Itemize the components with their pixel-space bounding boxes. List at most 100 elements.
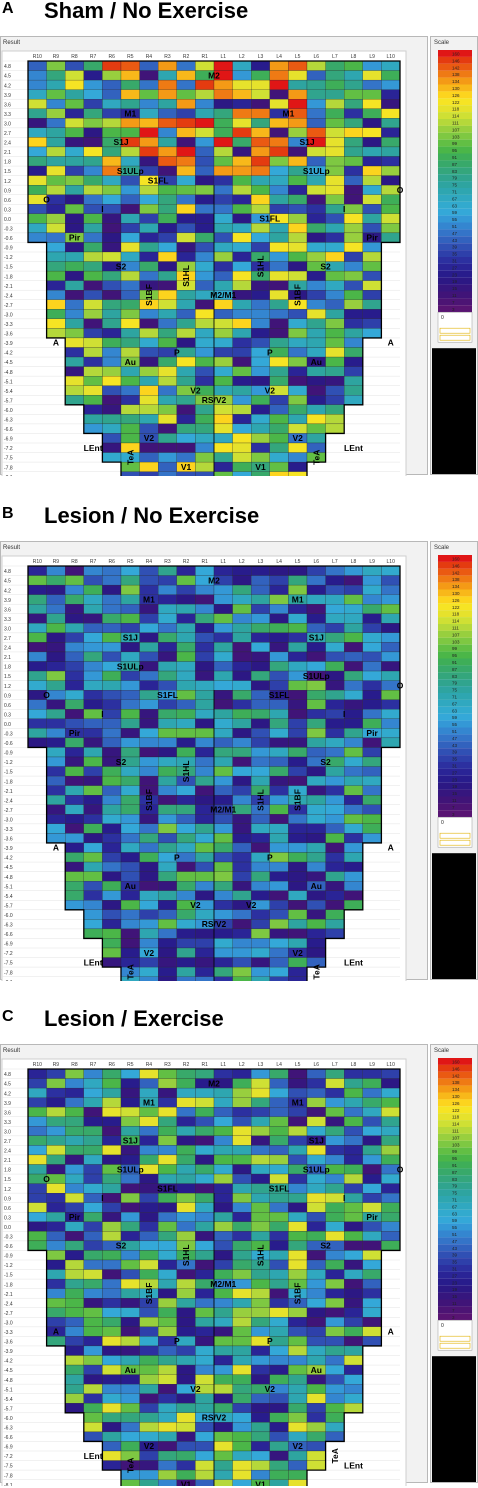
heat-cell xyxy=(232,165,252,176)
heat-cell xyxy=(195,1403,215,1413)
heat-cell xyxy=(195,280,215,291)
row-label: -7.5 xyxy=(4,961,13,967)
column-header: L10 xyxy=(387,1062,396,1068)
heat-cell xyxy=(344,223,363,234)
scale-swatch xyxy=(438,755,472,762)
heat-cell xyxy=(158,1422,177,1433)
heat-cell xyxy=(158,1259,177,1270)
heat-cell xyxy=(65,1278,84,1289)
heat-cell xyxy=(344,395,363,405)
heat-cell xyxy=(158,1469,177,1480)
heat-cell xyxy=(251,395,270,405)
heat-cell xyxy=(158,604,177,614)
row-label: 1.5 xyxy=(4,1177,11,1183)
heat-cell xyxy=(288,461,308,472)
heat-cell xyxy=(102,1135,122,1146)
heat-cell xyxy=(120,604,140,614)
heat-cell xyxy=(158,60,177,71)
heat-cell xyxy=(46,1193,66,1203)
heat-cell xyxy=(306,651,326,662)
heat-cell xyxy=(306,347,326,358)
heat-cell xyxy=(27,1202,47,1213)
region-label: V2 xyxy=(292,1441,303,1451)
heat-cell xyxy=(232,1403,252,1413)
heat-cell xyxy=(288,928,308,939)
heat-cell xyxy=(232,680,252,691)
heat-cell xyxy=(120,737,140,748)
heat-cell xyxy=(362,642,382,653)
heat-cell xyxy=(381,1145,401,1156)
region-label: S1FL xyxy=(259,214,280,224)
heat-cell xyxy=(176,404,196,415)
heat-cell xyxy=(213,194,233,205)
heat-cell xyxy=(362,79,382,90)
heat-cell xyxy=(344,1087,363,1098)
heat-cell xyxy=(381,632,401,643)
heat-cell xyxy=(83,423,103,434)
heat-cell xyxy=(232,318,252,329)
region-label: O xyxy=(397,185,404,195)
row-label: 2.1 xyxy=(4,1158,11,1164)
heat-cell xyxy=(176,1355,196,1366)
heat-cell xyxy=(251,651,270,662)
heat-cell xyxy=(213,565,233,576)
region-label: S1FL xyxy=(157,1183,178,1193)
heat-cell xyxy=(120,1374,140,1385)
scale-zero-box xyxy=(437,311,473,343)
region-label: LEnt xyxy=(344,1460,363,1470)
row-label: 0.0 xyxy=(4,217,11,223)
heat-cell xyxy=(251,919,270,930)
heat-cell xyxy=(269,299,289,310)
scale-swatch xyxy=(438,277,472,285)
scale-swatch xyxy=(438,243,472,251)
heat-cell xyxy=(306,1450,326,1461)
heat-cell xyxy=(102,1450,122,1461)
heat-cell xyxy=(269,966,289,977)
heat-cell xyxy=(269,1087,289,1098)
heat-cell xyxy=(306,1441,326,1452)
heat-cell xyxy=(83,1221,103,1232)
heat-cell xyxy=(251,747,270,758)
scale-tick: 39 xyxy=(452,245,458,250)
heat-cell xyxy=(232,928,252,939)
heat-cell xyxy=(325,861,345,872)
heat-cell xyxy=(269,1450,289,1461)
heat-cell xyxy=(288,1173,308,1184)
heat-cell xyxy=(195,223,215,234)
region-label: LEnt xyxy=(344,443,363,453)
heat-cell xyxy=(251,309,270,319)
heat-cell xyxy=(269,928,289,939)
heat-cell xyxy=(195,337,215,348)
heat-cell xyxy=(139,756,159,767)
heat-cell xyxy=(362,594,382,605)
heat-cell xyxy=(139,584,159,595)
heat-cell xyxy=(251,1078,270,1089)
heat-cell xyxy=(344,1193,363,1203)
heat-cell xyxy=(27,709,47,719)
region-label: S1FL xyxy=(269,690,290,700)
heat-cell xyxy=(102,785,122,796)
scale-tick: 35 xyxy=(452,252,458,257)
scale-tick: 95 xyxy=(452,148,458,153)
heat-cell xyxy=(65,1097,84,1108)
heat-cell xyxy=(102,385,122,396)
heat-cell xyxy=(195,423,215,434)
scale-tick: 142 xyxy=(452,65,460,70)
column-header: L2 xyxy=(239,559,245,565)
heat-cell xyxy=(381,1097,401,1108)
heat-cell xyxy=(232,1326,252,1337)
heat-cell xyxy=(83,1403,103,1413)
row-label: -3.0 xyxy=(4,817,13,823)
heat-cell xyxy=(139,1326,159,1337)
heat-cell xyxy=(27,1107,47,1117)
column-header: L3 xyxy=(258,559,264,565)
heat-cell xyxy=(213,1317,233,1327)
heat-cell xyxy=(176,299,196,310)
heat-cell xyxy=(176,185,196,195)
heat-cell xyxy=(195,966,215,977)
heat-cell xyxy=(362,1288,382,1299)
heat-cell xyxy=(344,785,363,796)
heat-cell xyxy=(102,1078,122,1089)
scale-swatch xyxy=(438,734,472,742)
